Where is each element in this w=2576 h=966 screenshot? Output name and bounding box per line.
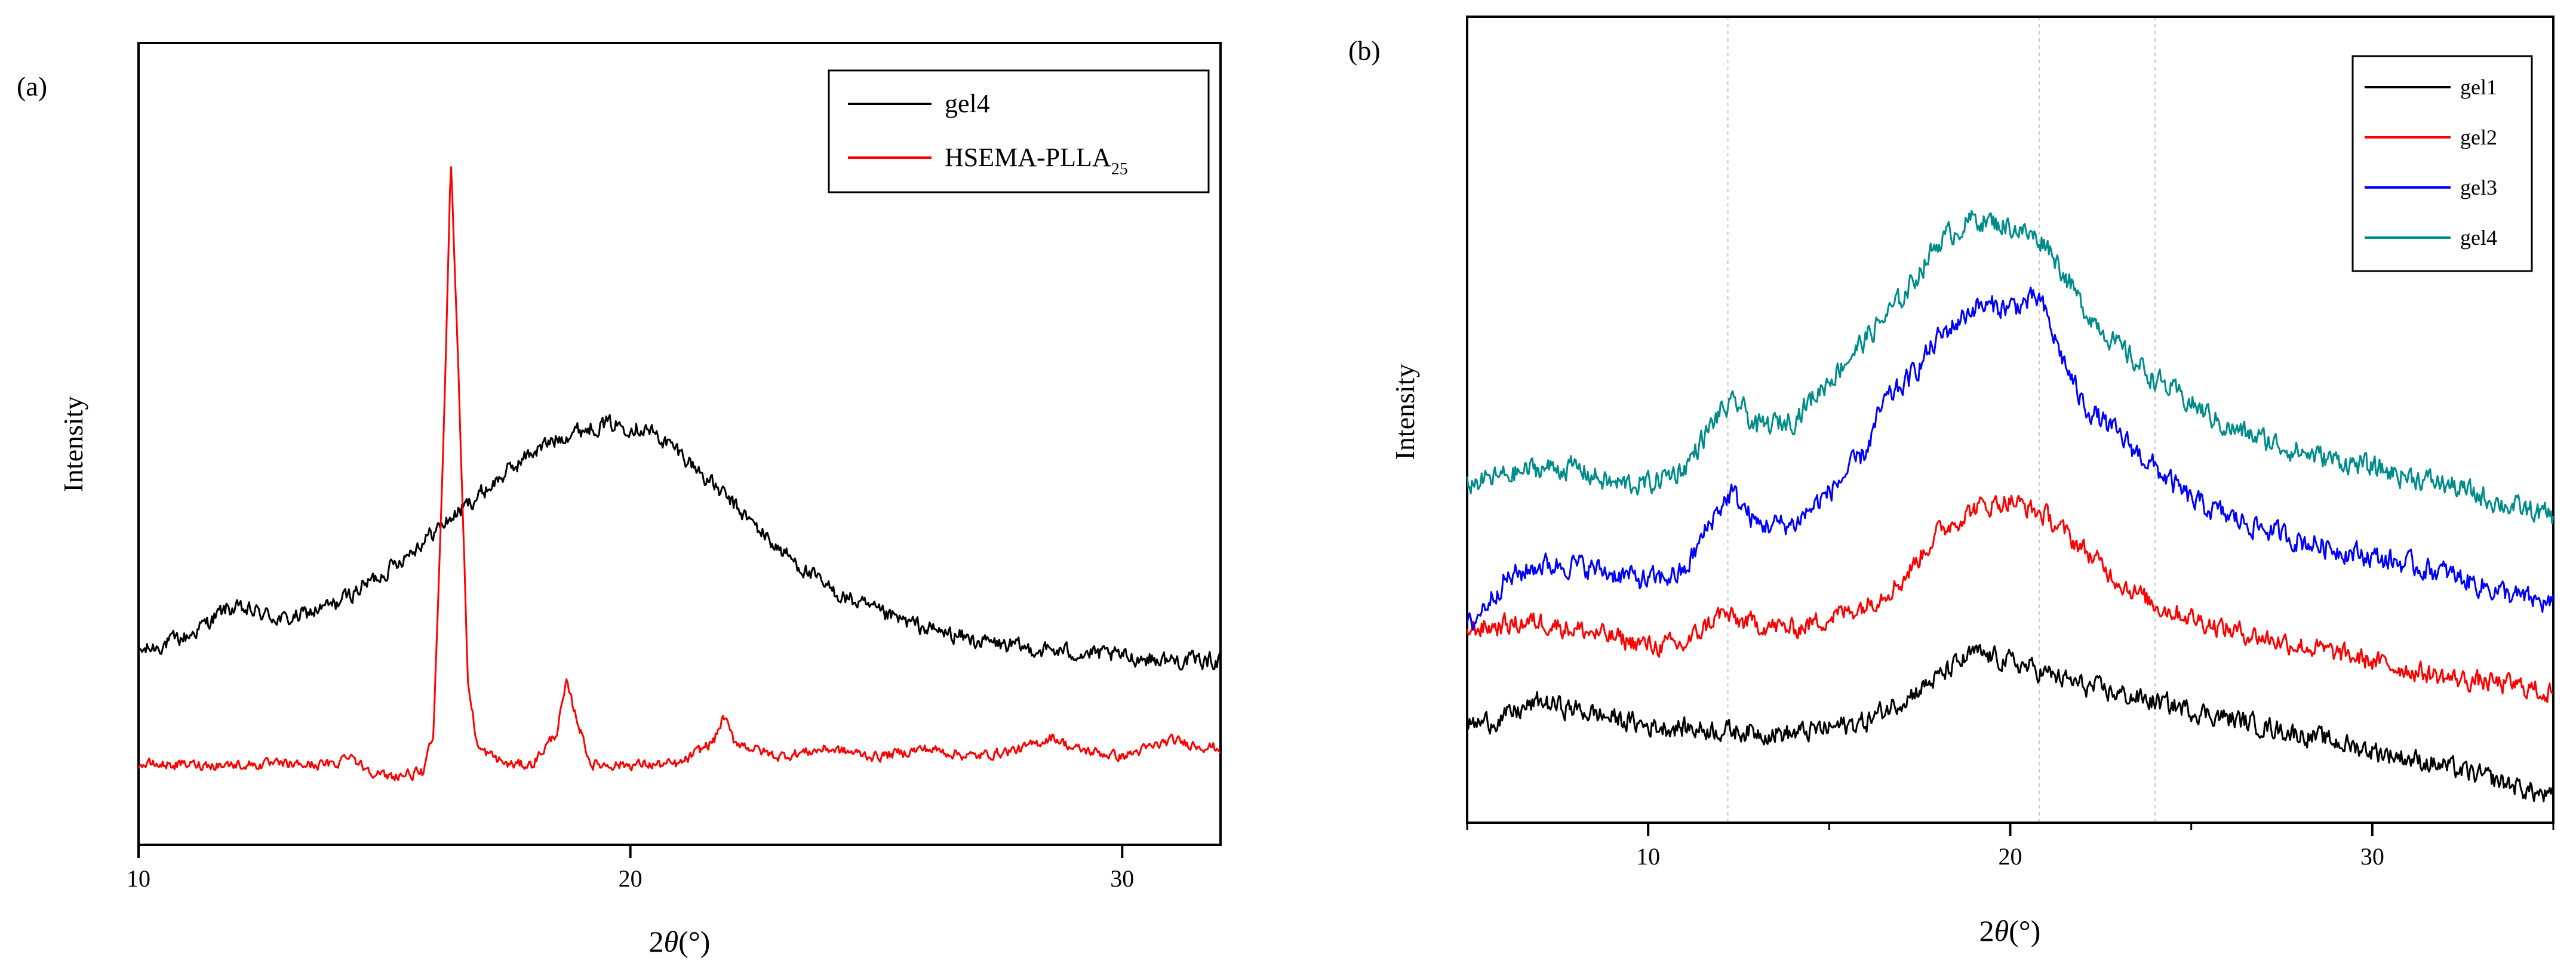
x-tick-label-b-20: 20 — [1999, 843, 2022, 870]
x-tick-label-a-20: 20 — [619, 865, 643, 892]
legend-label-b-gel4: gel4 — [2460, 226, 2497, 250]
y-axis-label-a: Intensity — [58, 396, 88, 493]
series-line-b-gel4 — [1466, 210, 2555, 525]
reference-lines-b — [1727, 17, 2156, 823]
legend-label-b-gel1: gel1 — [2460, 75, 2497, 99]
x-tick-label-a-30: 30 — [1110, 865, 1134, 892]
series-group-a — [137, 166, 1222, 782]
series-line-b-gel2 — [1466, 494, 2554, 703]
legend-box-a — [828, 69, 1210, 193]
series-line-b-gel3 — [1466, 286, 2555, 631]
panel-b-label: (b) — [1348, 35, 1381, 66]
legend-label-b-gel2: gel2 — [2460, 125, 2497, 149]
x-axis-label-b: 2θ(°) — [1979, 914, 2041, 947]
legend-label-a-hsema: HSEMA-PLLA25 — [945, 143, 1128, 179]
legend-label-a-gel4: gel4 — [945, 89, 990, 118]
series-line-b-gel1 — [1466, 644, 2554, 802]
series-line-a-hsema-plla25 — [137, 166, 1222, 782]
x-axis-label-a: 2θ(°) — [649, 925, 711, 958]
panel-b: (b) 10 20 30 Intensity 2θ(°) gel1 gel2 gel… — [1348, 16, 2555, 947]
legend-a: gel4 HSEMA-PLLA25 — [828, 69, 1210, 193]
legend-label-b-gel3: gel3 — [2460, 176, 2497, 199]
series-line-a-gel4 — [137, 414, 1222, 671]
panel-a-label: (a) — [17, 71, 47, 101]
y-axis-label-b: Intensity — [1390, 364, 1420, 460]
x-ticks-a: 10 20 30 — [127, 845, 1134, 892]
x-tick-label-b-10: 10 — [1636, 843, 1660, 870]
legend-b: gel1 gel2 gel3 gel4 — [2351, 55, 2533, 272]
x-tick-label-a-10: 10 — [127, 865, 150, 892]
panel-a: (a) 10 20 30 Intensity 2θ(°) gel4 HSEMA-PL… — [17, 42, 1222, 958]
x-tick-label-b-30: 30 — [2360, 843, 2384, 870]
x-ticks-b: 10 20 30 — [1466, 823, 2555, 870]
plot-frame-a — [137, 42, 1222, 846]
legend-box-b — [2351, 55, 2533, 272]
series-group-b — [1466, 210, 2555, 802]
